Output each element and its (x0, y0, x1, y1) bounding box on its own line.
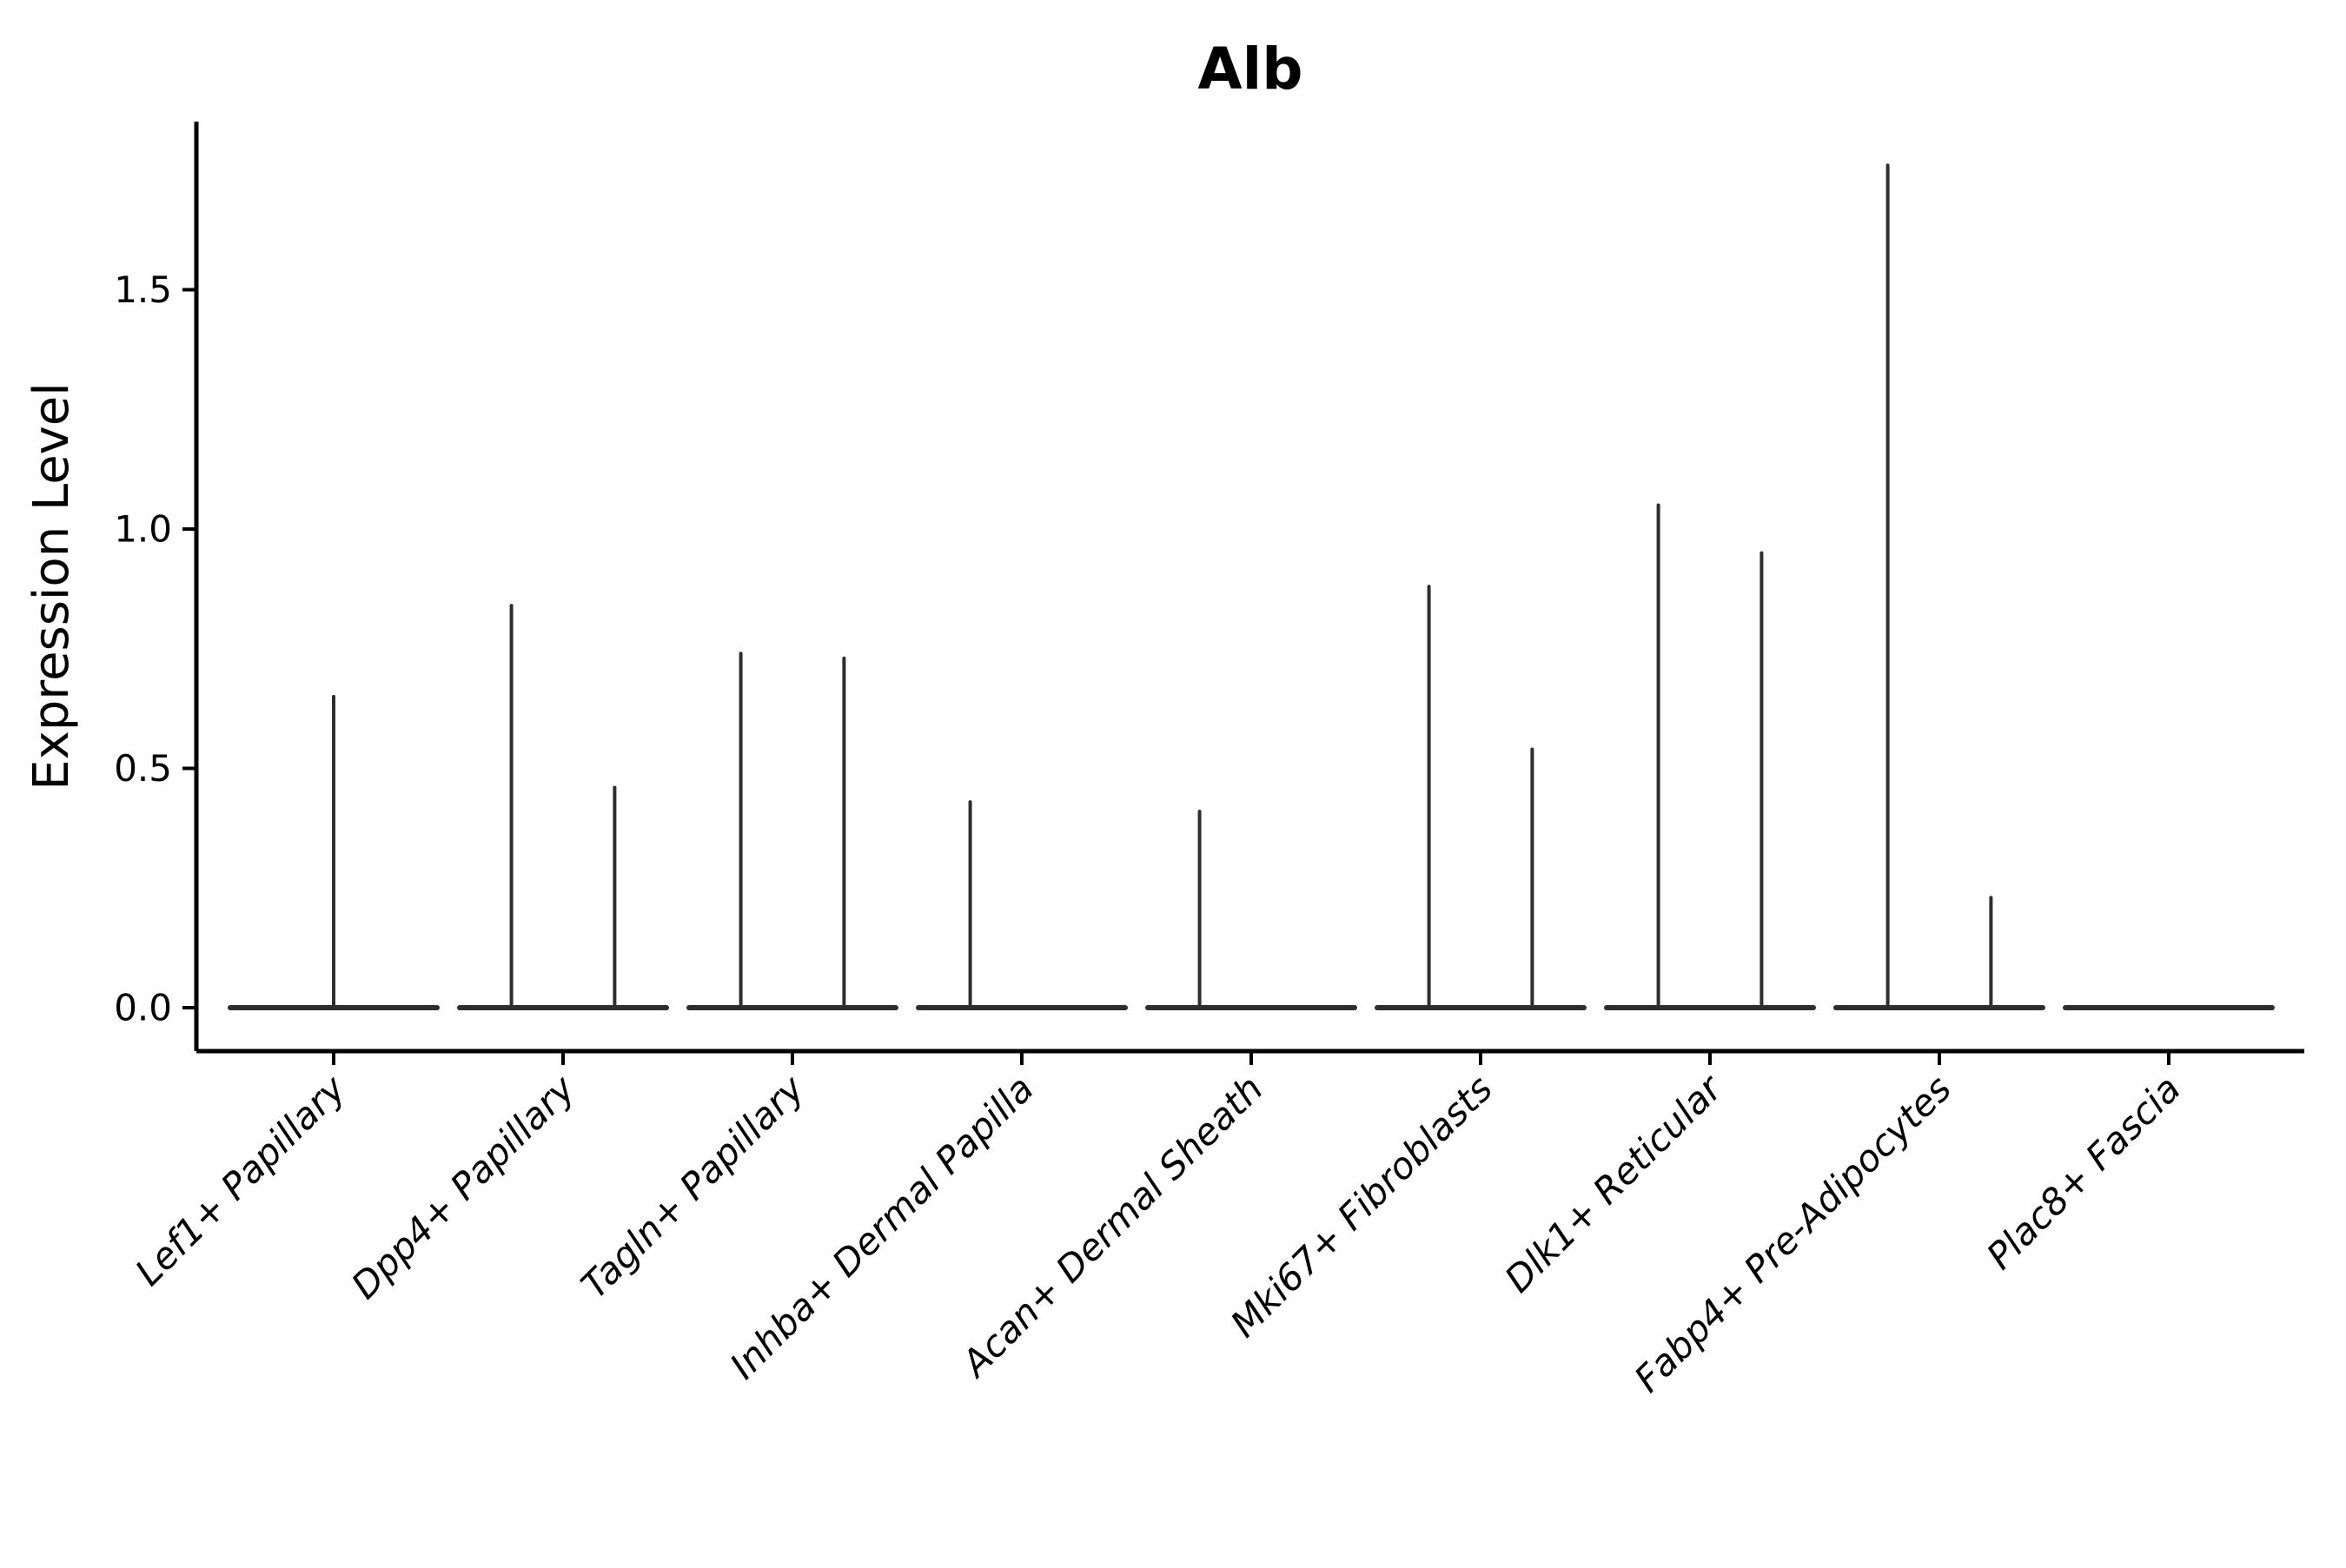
y-tick-label: 1.0 (114, 508, 172, 551)
y-axis-label: Expression Level (23, 382, 80, 791)
violins-layer (228, 163, 2275, 1010)
y-tick-label: 1.5 (114, 268, 172, 311)
y-tick-label: 0.5 (114, 747, 172, 790)
chart-title: Alb (1198, 36, 1303, 103)
y-tick-label: 0.0 (114, 987, 172, 1029)
